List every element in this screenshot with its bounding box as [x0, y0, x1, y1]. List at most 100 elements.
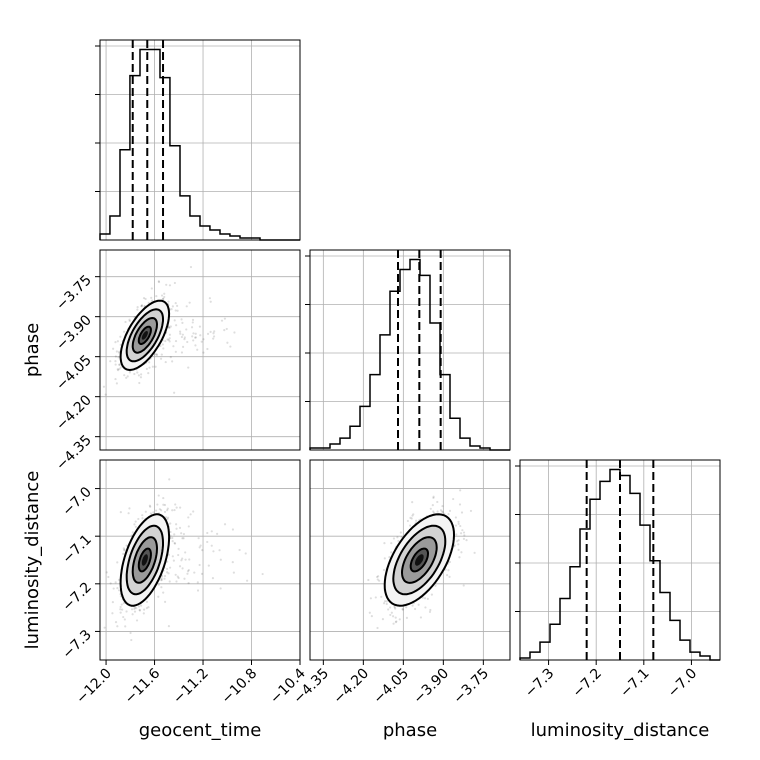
scatter-point: [120, 603, 123, 606]
scatter-point: [188, 558, 191, 561]
scatter-point: [369, 597, 372, 600]
scatter-point: [168, 478, 171, 481]
scatter-point: [187, 525, 190, 528]
scatter-point: [398, 618, 401, 621]
scatter-point: [123, 374, 126, 377]
scatter-point: [462, 584, 465, 587]
scatter-point: [180, 351, 184, 354]
scatter-point: [164, 339, 167, 343]
scatter-point: [123, 548, 126, 551]
scatter-point: [114, 581, 117, 584]
scatter-point: [390, 542, 393, 545]
scatter-point: [137, 517, 140, 521]
scatter-point: [156, 503, 159, 506]
scatter-point: [135, 607, 138, 610]
scatter-point: [367, 578, 370, 582]
scatter-point: [166, 567, 169, 571]
scatter-point: [419, 616, 423, 619]
scatter-point: [188, 301, 191, 304]
scatter-point: [140, 373, 143, 376]
scatter-point: [126, 375, 129, 378]
scatter-point: [208, 297, 211, 300]
scatter-point: [199, 544, 202, 547]
scatter-point: [144, 297, 147, 301]
panel-frame: [519, 459, 721, 661]
scatter-point: [144, 510, 147, 513]
scatter-point: [412, 513, 415, 516]
scatter-point: [223, 329, 226, 332]
scatter-point: [246, 579, 249, 582]
scatter-point: [390, 611, 393, 614]
scatter-point: [200, 572, 204, 575]
scatter-point: [184, 558, 187, 561]
scatter-point: [193, 571, 196, 574]
contour-line: [392, 524, 447, 596]
scatter-point: [187, 516, 190, 519]
scatter-point: [441, 504, 444, 508]
scatter-point: [200, 340, 203, 343]
scatter-point: [216, 532, 219, 535]
scatter-point: [118, 350, 121, 353]
scatter-point: [444, 568, 447, 571]
scatter-point: [160, 579, 163, 582]
scatter-point: [183, 577, 186, 580]
joint-panel-geocent_time-luminosity_distance: [99, 459, 301, 661]
scatter-point: [177, 547, 180, 550]
scatter-point: [166, 516, 170, 519]
scatter-point: [162, 591, 165, 594]
scatter-point: [376, 578, 379, 581]
scatter-point: [136, 308, 139, 311]
joint-panel-geocent_time-phase: [99, 249, 301, 451]
scatter-point: [129, 631, 132, 635]
scatter-point: [102, 385, 106, 388]
scatter-point: [119, 366, 122, 369]
scatter-point: [178, 526, 182, 529]
scatter-point: [463, 534, 466, 537]
scatter-point: [411, 604, 414, 607]
scatter-point: [393, 606, 396, 609]
scatter-point: [390, 551, 393, 554]
scatter-point: [114, 341, 117, 344]
scatter-point: [229, 345, 232, 348]
contour-line: [131, 536, 159, 584]
scatter-point: [181, 537, 184, 540]
scatter-point: [163, 574, 167, 578]
scatter-point: [118, 351, 121, 354]
y-tick-label: −7.2: [59, 579, 94, 614]
scatter-point: [456, 540, 459, 543]
scatter-point: [136, 306, 139, 309]
scatter-point: [459, 524, 462, 528]
scatter-point: [179, 332, 182, 335]
scatter-point: [462, 537, 466, 540]
scatter-point: [124, 320, 127, 324]
scatter-point: [194, 344, 197, 347]
scatter-point: [109, 360, 112, 363]
scatter-point: [382, 568, 386, 572]
scatter-point: [181, 345, 185, 348]
panel-frame: [309, 249, 511, 451]
scatter-point: [151, 299, 154, 302]
scatter-point: [103, 626, 106, 629]
scatter-point: [142, 612, 145, 615]
scatter-point: [175, 580, 178, 583]
scatter-point: [169, 530, 172, 534]
x-tick-label: −7.0: [665, 666, 700, 701]
scatter-point: [454, 516, 457, 519]
scatter-point: [127, 512, 130, 515]
scatter-point: [185, 328, 188, 331]
scatter-point: [211, 577, 215, 580]
scatter-point: [196, 589, 200, 592]
joint-panel-phase-luminosity_distance: [309, 459, 511, 661]
scatter-point: [138, 609, 142, 612]
scatter-point: [117, 578, 121, 582]
scatter-point: [440, 510, 444, 513]
scatter-point: [128, 507, 131, 510]
scatter-point: [167, 326, 171, 329]
scatter-point: [383, 542, 386, 545]
scatter-point: [133, 610, 137, 613]
scatter-point: [176, 575, 179, 578]
scatter-point: [155, 295, 158, 298]
scatter-point: [432, 510, 435, 513]
scatter-point: [171, 536, 174, 540]
scatter-point: [179, 330, 182, 333]
